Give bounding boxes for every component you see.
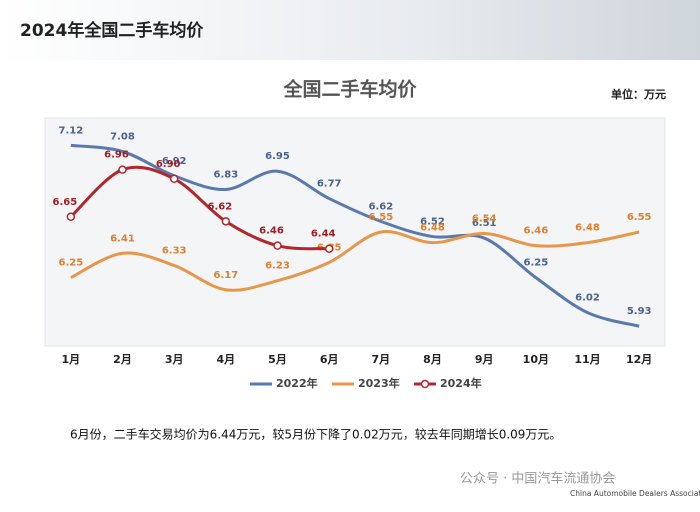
legend-label: 2024年: [440, 376, 482, 390]
data-label: 6.55: [368, 212, 393, 223]
watermark-account: 公众号 · 中国汽车流通协会: [460, 471, 615, 487]
x-tick-label: 4月: [217, 353, 236, 366]
series-line: [70, 143, 640, 328]
watermark-org: China Automobile Dealers Association: [570, 489, 700, 498]
data-label: 6.23: [265, 261, 290, 272]
data-label: 6.62: [368, 201, 393, 212]
data-label: 6.46: [523, 226, 548, 237]
unit-label: 单位：万元: [611, 87, 666, 101]
data-label: 7.12: [58, 125, 83, 136]
header-band: [0, 0, 700, 60]
data-label: 6.65: [52, 197, 77, 208]
data-label: 6.90: [156, 159, 181, 170]
x-tick-label: 2月: [113, 353, 132, 366]
data-label: 6.51: [472, 218, 497, 229]
data-label: 6.17: [213, 270, 238, 281]
marker: [66, 212, 76, 222]
x-tick-label: 6月: [320, 353, 339, 366]
plot-area: [44, 117, 666, 347]
x-tick-label: 12月: [626, 353, 652, 366]
x-tick-label: 3月: [165, 353, 184, 366]
data-label: 6.48: [420, 223, 445, 234]
marker: [169, 174, 179, 184]
data-label: 6.52: [420, 217, 445, 228]
data-label: 6.55: [627, 212, 652, 223]
chart-title: 全国二手车均价: [282, 78, 417, 101]
series-line: [70, 230, 640, 292]
data-label: 6.02: [575, 293, 600, 304]
note: 6月份，二手车交易均价为6.44万元，较5月份下降了0.02万元，较去年同期增长…: [70, 427, 561, 442]
x-tick-label: 7月: [372, 353, 391, 366]
marker: [118, 165, 127, 174]
data-label: 7.08: [110, 131, 135, 142]
data-label: 6.96: [104, 150, 129, 161]
marker: [221, 217, 231, 226]
data-label: 6.25: [58, 258, 83, 269]
legend-marker: [420, 379, 430, 389]
data-label: 6.92: [162, 156, 187, 167]
x-tick-label: 9月: [475, 353, 494, 366]
data-label: 6.25: [523, 258, 548, 269]
data-label: 6.41: [110, 233, 135, 244]
data-label: 6.77: [317, 179, 342, 190]
x-tick-label: 11月: [574, 353, 600, 366]
data-label: 6.54: [472, 214, 497, 225]
data-label: 6.46: [259, 226, 284, 237]
legend-label: 2023年: [358, 376, 400, 390]
legend-label: 2022年: [276, 376, 318, 390]
x-tick-label: 10月: [523, 353, 549, 366]
data-label: 6.44: [311, 229, 336, 240]
x-tick-label: 8月: [423, 353, 442, 366]
data-label: 6.48: [575, 223, 600, 234]
data-label: 5.93: [627, 306, 652, 317]
data-label: 6.95: [265, 151, 290, 162]
header-title: 2024年全国二手车均价: [20, 20, 204, 41]
x-tick-label: 5月: [268, 353, 287, 366]
marker: [273, 241, 282, 250]
data-label: 6.33: [162, 245, 187, 256]
data-label: 6.83: [213, 169, 238, 180]
marker: [324, 244, 334, 253]
data-label: 6.62: [207, 201, 232, 212]
x-tick-label: 1月: [62, 353, 81, 366]
